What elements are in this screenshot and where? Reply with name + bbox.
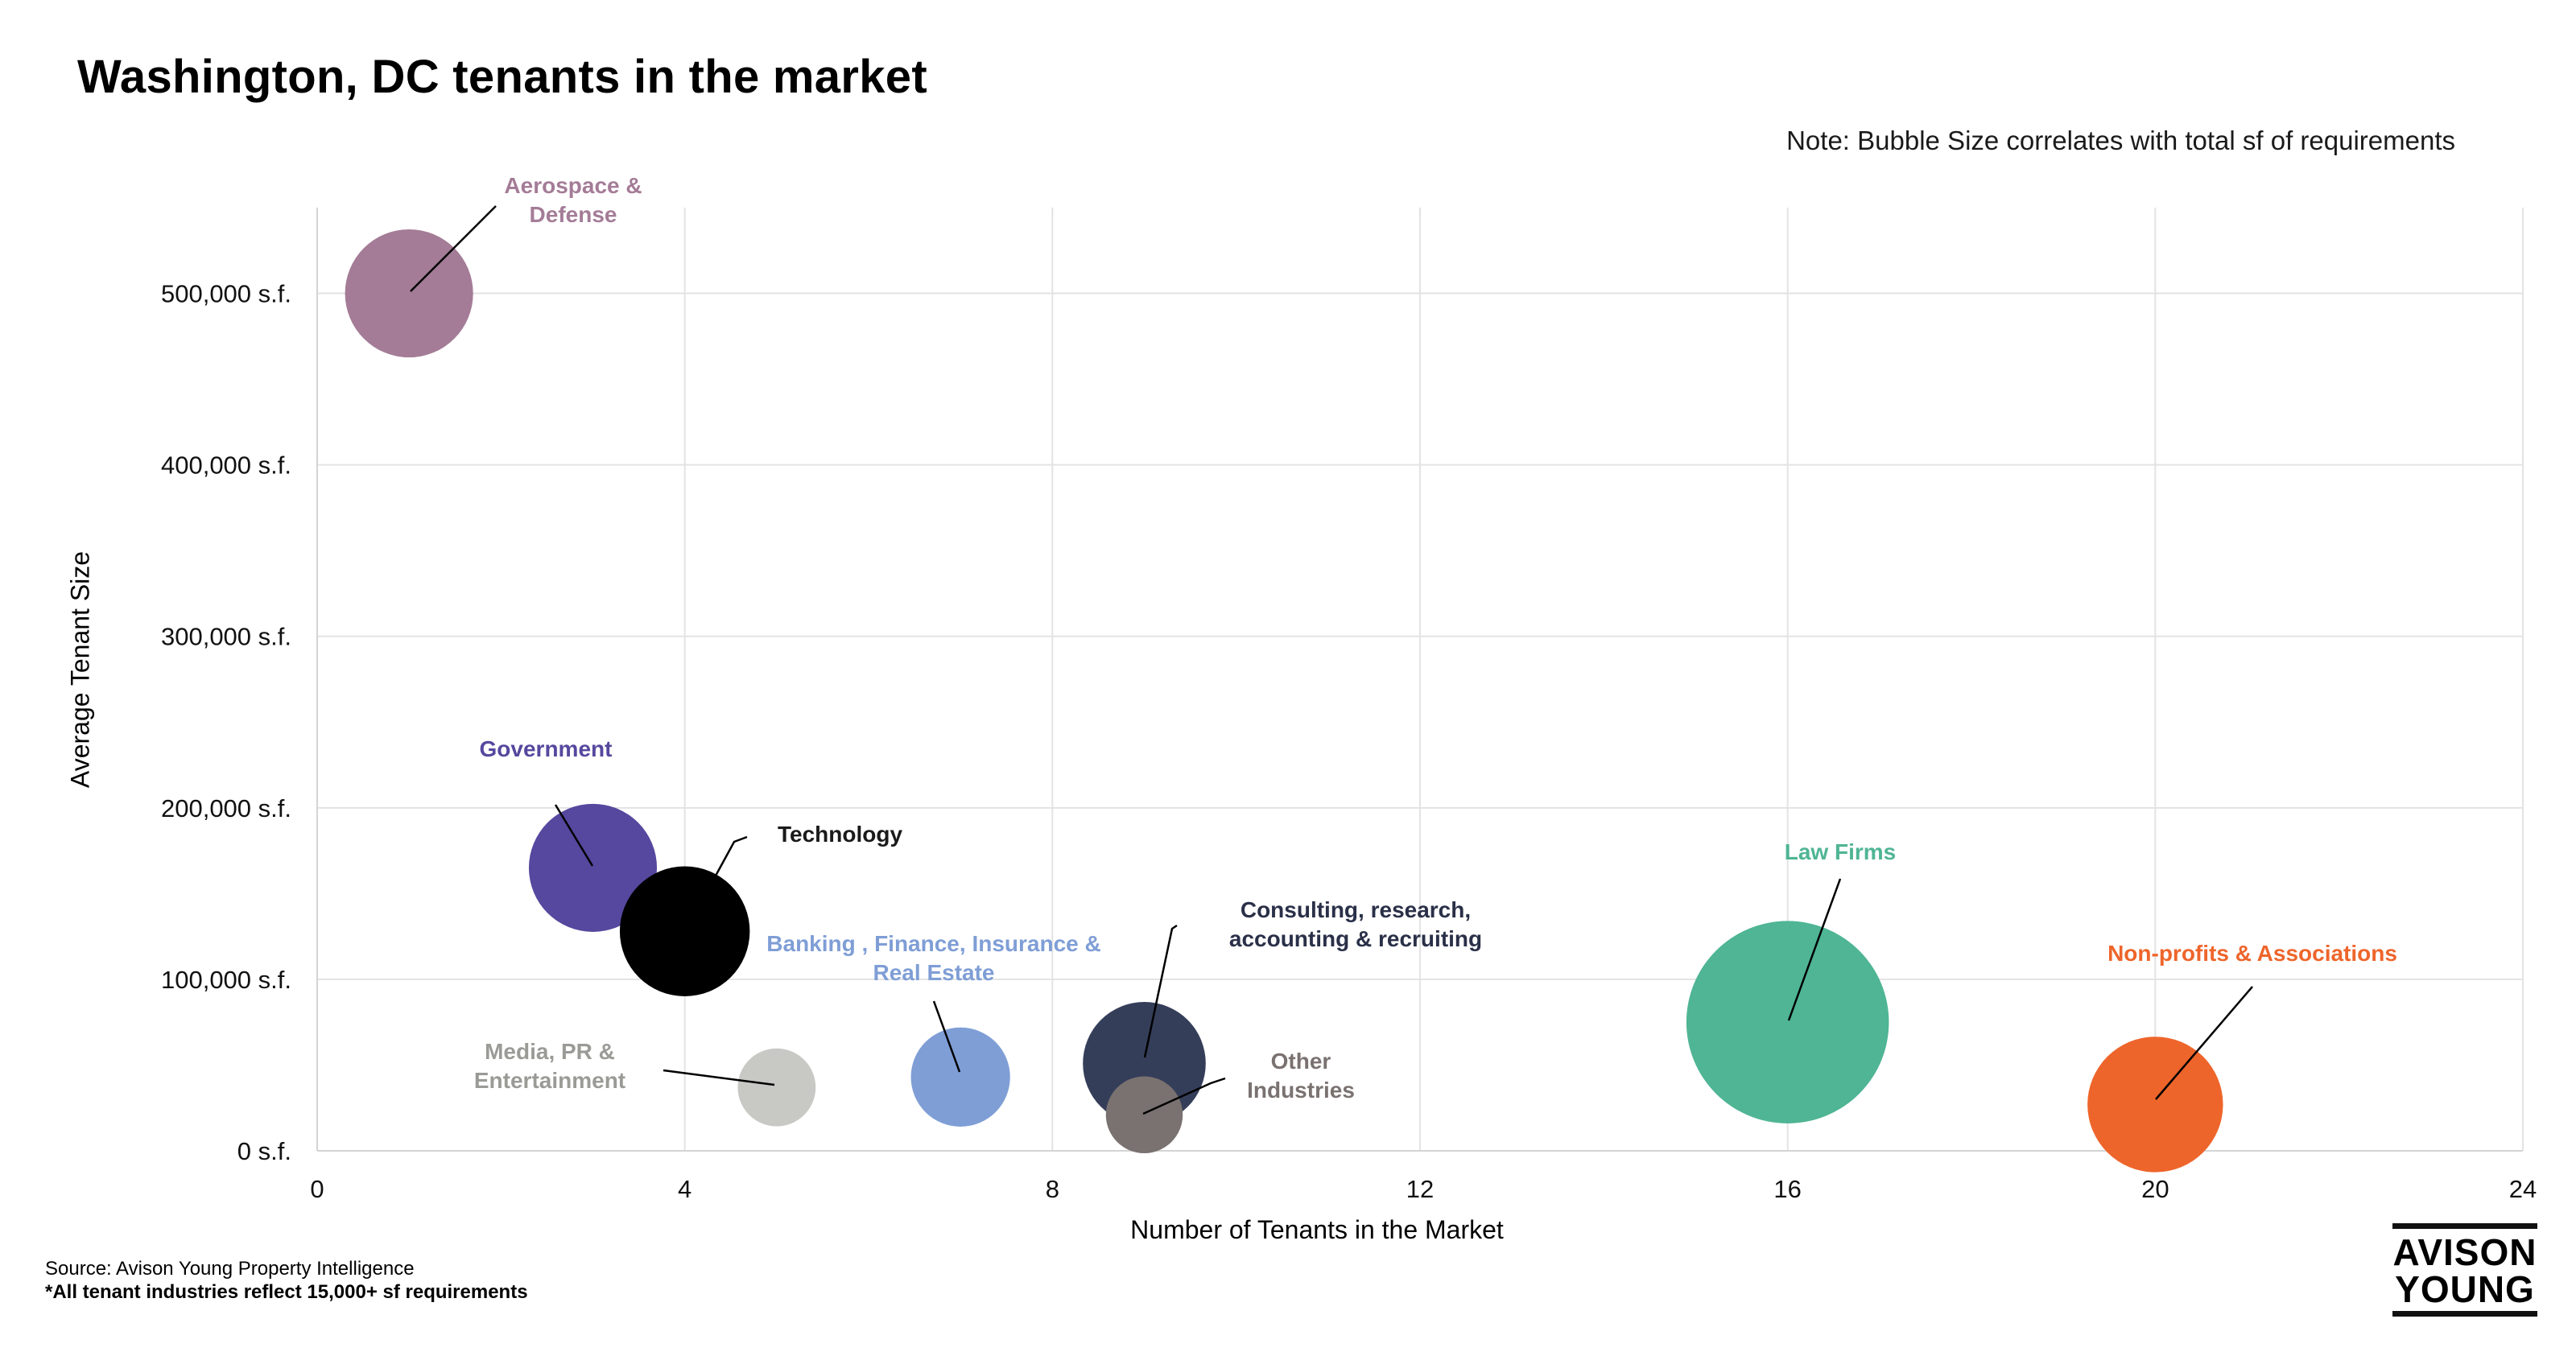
- x-tick-label: 12: [1406, 1175, 1434, 1203]
- tick-labels: 0 4 8 12 16 20 24 0 s.f. 100,000 s.f. 200,000 s.f…: [161, 280, 2537, 1203]
- bubble-label: Technology: [778, 822, 902, 847]
- bubble-label: accounting & recruiting: [1229, 926, 1482, 951]
- y-tick-label: 100,000 s.f.: [161, 966, 291, 994]
- bubble-banking-finance-insurance-real-estate: [910, 1027, 1010, 1127]
- source-block: Source: Avison Young Property Intelligen…: [45, 1257, 528, 1304]
- bubble-label: Law Firms: [1785, 839, 1896, 864]
- avison-young-logo: AVISON YOUNG: [2392, 1223, 2537, 1317]
- bubble-label: Other: [1271, 1049, 1331, 1074]
- bubble-label: Real Estate: [873, 960, 995, 985]
- bubble-media-pr-entertainment: [737, 1048, 816, 1127]
- x-tick-label: 16: [1773, 1175, 1801, 1203]
- x-tick-label: 4: [678, 1175, 691, 1203]
- bubble-law-firms: [1686, 921, 1889, 1123]
- bubble-labels: Aerospace & Defense Government Technology Me…: [474, 173, 2397, 1103]
- y-tick-label: 300,000 s.f.: [161, 623, 291, 651]
- bubble-label: Defense: [530, 202, 617, 227]
- bubble-label: Non-profits & Associations: [2107, 941, 2397, 966]
- y-tick-label: 200,000 s.f.: [161, 794, 291, 822]
- leader-line: [663, 1069, 775, 1086]
- x-tick-label: 24: [2509, 1175, 2537, 1203]
- leader-line: [2155, 986, 2253, 1100]
- leader-line: [410, 205, 497, 292]
- logo-text: AVISON YOUNG: [2392, 1229, 2537, 1311]
- footnote: *All tenant industries reflect 15,000+ s…: [45, 1281, 528, 1303]
- bubble-label: Entertainment: [474, 1068, 625, 1093]
- bubble-label: Aerospace &: [504, 173, 642, 198]
- x-tick-label: 20: [2141, 1175, 2169, 1203]
- x-tick-label: 0: [310, 1175, 324, 1203]
- bubble-non-profits-associations: [2087, 1037, 2223, 1173]
- bubble-government: [528, 803, 658, 932]
- source-line: Source: Avison Young Property Intelligen…: [45, 1258, 415, 1280]
- logo-bottom-bar: [2392, 1311, 2537, 1317]
- bubble-label: Government: [480, 736, 613, 761]
- bubble-label: Media, PR &: [485, 1039, 615, 1064]
- bubble-other-industries: [1105, 1076, 1183, 1153]
- leader-line: [713, 835, 748, 878]
- bubble-label: Banking , Finance, Insurance &: [766, 931, 1100, 956]
- logo-line-1: AVISON: [2392, 1231, 2537, 1273]
- chart-title: Washington, DC tenants in the market: [77, 51, 927, 103]
- leader-lines: [410, 205, 2253, 1115]
- leader-line: [1787, 878, 1842, 1021]
- x-tick-label: 8: [1046, 1175, 1059, 1203]
- leader-line: [932, 1000, 961, 1073]
- bubbles: [345, 229, 2223, 1173]
- y-tick-label: 400,000 s.f.: [161, 451, 291, 480]
- x-axis-label: Number of Tenants in the Market: [1130, 1215, 1504, 1244]
- grid: [316, 208, 2524, 1152]
- bubble-technology: [619, 866, 750, 996]
- bubble-label: Industries: [1247, 1078, 1355, 1103]
- bubble-label: Consulting, research,: [1241, 897, 1471, 922]
- leader-line: [1142, 1077, 1226, 1115]
- bubble-size-note: Note: Bubble Size correlates with total …: [1786, 126, 2455, 155]
- leader-line: [554, 804, 594, 867]
- logo-line-2: YOUNG: [2395, 1268, 2535, 1310]
- leader-line: [1143, 924, 1178, 1058]
- logo-top-bar: [2392, 1223, 2537, 1229]
- y-tick-label: 500,000 s.f.: [161, 280, 291, 308]
- y-tick-label: 0 s.f.: [237, 1137, 291, 1165]
- y-axis-label: Average Tenant Size: [65, 550, 95, 789]
